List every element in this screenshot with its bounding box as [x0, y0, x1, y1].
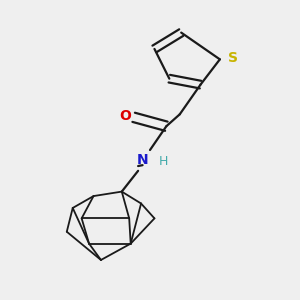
Text: H: H [159, 155, 168, 168]
Text: O: O [119, 109, 131, 123]
Text: S: S [228, 51, 238, 65]
Text: N: N [137, 153, 148, 167]
